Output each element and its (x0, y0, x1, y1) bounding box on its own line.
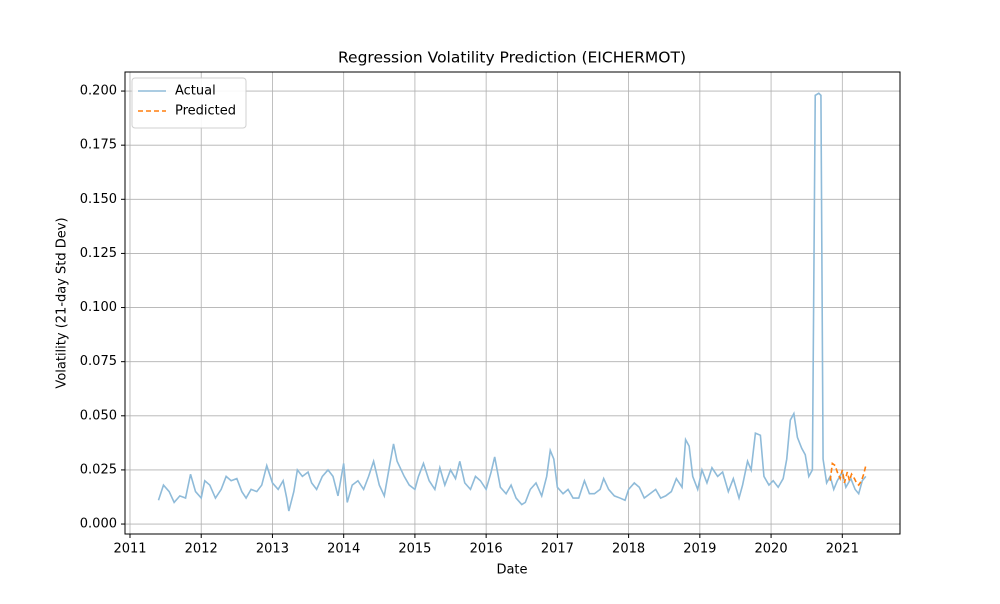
x-axis-label: Date (496, 563, 527, 578)
y-tick-label: 0.025 (80, 462, 117, 477)
x-tick-label: 2011 (113, 542, 146, 557)
x-tick-label: 2019 (683, 542, 716, 557)
y-tick-label: 0.175 (80, 138, 117, 153)
legend-label: Predicted (175, 104, 236, 119)
legend-label: Actual (175, 84, 216, 99)
y-tick-label: 0.075 (80, 354, 117, 369)
x-tick-label: 2017 (541, 542, 574, 557)
x-tick-label: 2015 (398, 542, 431, 557)
y-tick-label: 0.100 (80, 300, 117, 315)
x-tick-label: 2020 (755, 542, 788, 557)
x-tick-label: 2013 (256, 542, 289, 557)
y-axis-label: Volatility (21-day Std Dev) (55, 217, 70, 388)
x-tick-label: 2016 (470, 542, 503, 557)
x-tick-label: 2014 (327, 542, 360, 557)
y-tick-label: 0.150 (80, 192, 117, 207)
y-tick-label: 0.050 (80, 408, 117, 423)
plot-frame (124, 71, 901, 535)
chart-title: Regression Volatility Prediction (EICHER… (338, 49, 686, 67)
y-tick-label: 0.125 (80, 246, 117, 261)
x-tick-label: 2018 (612, 542, 645, 557)
y-tick-label: 0.000 (80, 517, 117, 532)
series-line (829, 461, 867, 487)
series-line (157, 92, 867, 512)
y-tick-label: 0.200 (80, 84, 117, 99)
x-tick-label: 2021 (826, 542, 859, 557)
x-tick-label: 2012 (185, 542, 218, 557)
